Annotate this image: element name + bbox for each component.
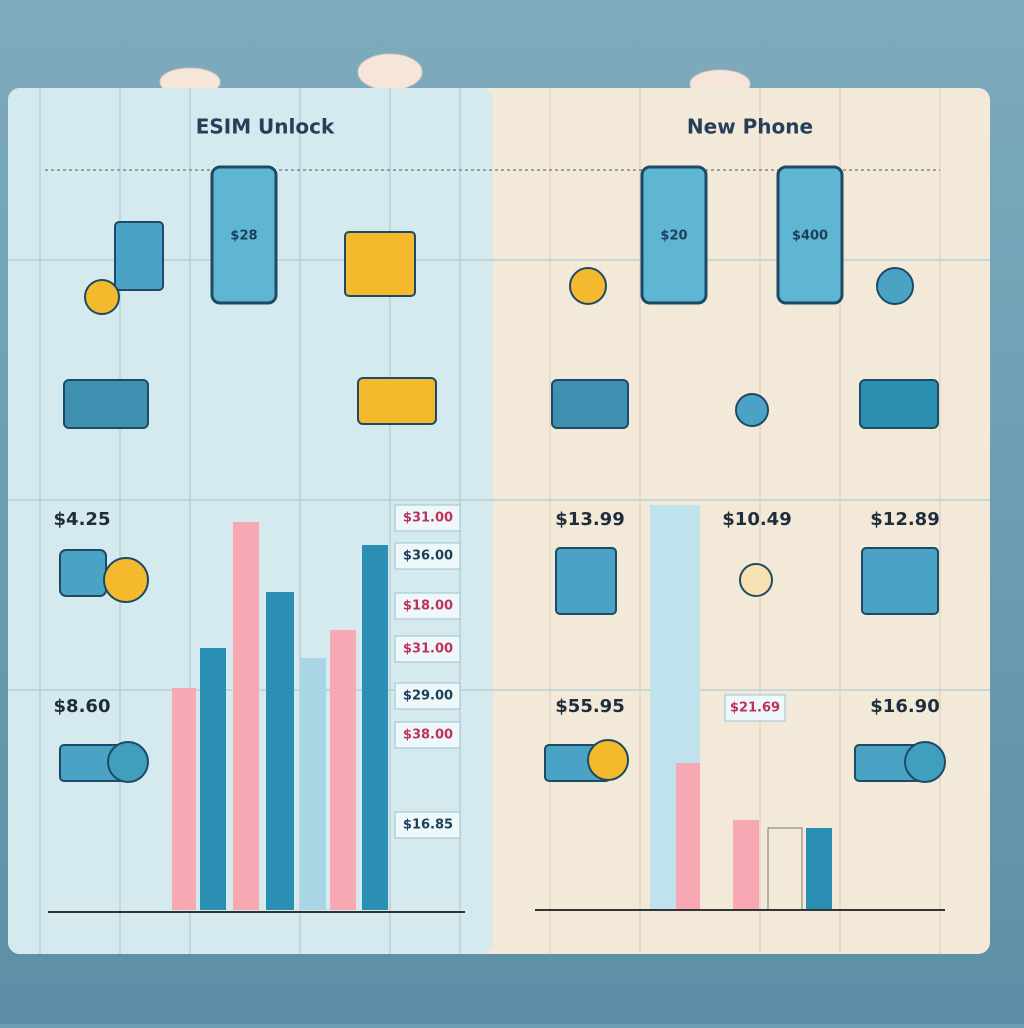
icons bbox=[59, 221, 946, 783]
price-tag: $36.00 bbox=[403, 549, 453, 564]
price: $4.25 bbox=[54, 509, 111, 530]
panel-title: New Phone bbox=[687, 115, 813, 139]
price: $13.99 bbox=[555, 509, 624, 530]
panel-title: ESIM Unlock bbox=[196, 115, 335, 139]
phone-price: $20 bbox=[660, 229, 687, 244]
phone-price: $400 bbox=[792, 229, 828, 244]
price: $8.60 bbox=[54, 696, 111, 717]
price-tag: $31.00 bbox=[403, 642, 453, 657]
phones bbox=[210, 165, 844, 305]
price-tag: $18.00 bbox=[403, 599, 453, 614]
decorative-bars bbox=[48, 505, 945, 913]
price-tags bbox=[394, 504, 786, 839]
price: $55.95 bbox=[555, 696, 624, 717]
price-tag: $16.85 bbox=[403, 818, 453, 833]
price: $16.90 bbox=[870, 696, 939, 717]
phone-price: $28 bbox=[230, 229, 257, 244]
price: $10.49 bbox=[722, 509, 791, 530]
price-tag: $21.69 bbox=[730, 701, 780, 716]
price-tag: $29.00 bbox=[403, 689, 453, 704]
price: $12.89 bbox=[870, 509, 939, 530]
price-tag: $31.00 bbox=[403, 511, 453, 526]
price-tag: $38.00 bbox=[403, 728, 453, 743]
